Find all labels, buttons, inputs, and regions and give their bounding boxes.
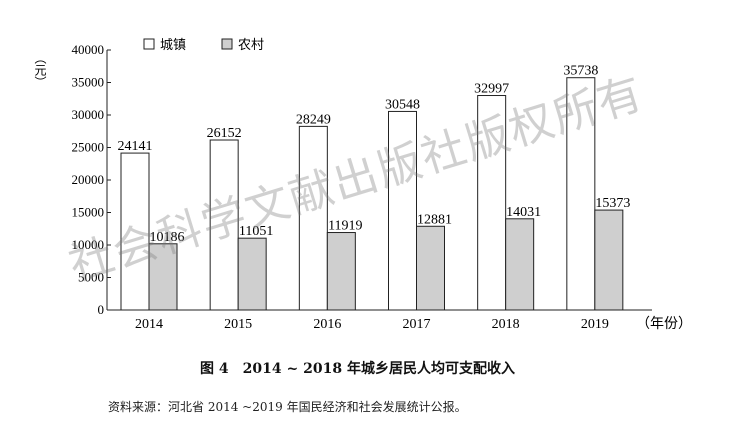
y-tick-label: 35000 [72, 75, 105, 90]
legend: 城镇 农村 [143, 37, 264, 52]
y-tick-label: 15000 [72, 205, 105, 220]
bar-rural [594, 209, 624, 311]
legend-swatch [143, 38, 155, 50]
bar-rural [237, 237, 267, 311]
bar-urban [120, 152, 150, 311]
y-tick-label: 5000 [78, 270, 104, 285]
bar-rural [416, 225, 445, 311]
x-axis-label: （年份） [636, 316, 692, 332]
y-tick-label: 40000 [72, 42, 105, 57]
y-axis: 0 5000 10000 15000 20000 25000 30000 35000 40000 [72, 42, 111, 317]
bars [120, 77, 624, 311]
data-label: 11051 [239, 224, 273, 239]
data-labels: 24141 10186 26152 11051 28249 11919 30548 12881… [118, 64, 631, 245]
bar-urban [566, 77, 596, 311]
legend-label: 城镇 [160, 37, 186, 52]
y-axis-label: （元） [33, 52, 47, 88]
bar-urban [298, 125, 328, 311]
figure-title: 2014 ~ 2018 年城乡居民人均可支配收入 [242, 361, 515, 377]
y-tick-label: 20000 [72, 172, 105, 187]
x-tick-label: 2014 [135, 317, 163, 332]
data-label: 11919 [328, 219, 362, 234]
bar-rural [148, 243, 178, 311]
data-label: 24141 [118, 139, 153, 154]
figure-caption: 图 4 2014 ~ 2018 年城乡居民人均可支配收入 [0, 358, 729, 378]
bar-urban [388, 110, 417, 311]
x-tick-label: 2016 [313, 317, 341, 332]
bar-rural [505, 218, 535, 311]
bar-urban [477, 95, 507, 311]
x-axis: 2014 2015 2016 2017 2018 2019 [107, 309, 652, 332]
source-note: 资料来源：河北省 2014 ~2019 年国民经济和社会发展统计公报。 [108, 400, 467, 414]
data-label: 26152 [207, 126, 242, 141]
data-label: 30548 [385, 97, 420, 112]
y-tick-label: 10000 [72, 237, 105, 252]
figure-number: 图 4 [200, 361, 229, 377]
bar-chart: 0 5000 10000 15000 20000 25000 30000 35000 40000… [33, 37, 692, 332]
data-label: 15373 [595, 196, 630, 211]
data-label: 32997 [474, 82, 509, 97]
data-label: 28249 [296, 112, 331, 127]
y-tick-label: 25000 [72, 140, 105, 155]
x-tick-label: 2015 [224, 317, 252, 332]
data-label: 10186 [150, 230, 185, 245]
bar-rural [326, 232, 356, 311]
legend-swatch [221, 38, 233, 50]
y-tick-label: 0 [98, 302, 105, 317]
x-tick-label: 2019 [581, 317, 609, 332]
x-tick-label: 2018 [492, 317, 520, 332]
data-label: 12881 [417, 212, 452, 227]
y-tick-label: 30000 [72, 107, 105, 122]
data-label: 35738 [563, 64, 598, 79]
data-label: 14031 [506, 205, 541, 220]
legend-label: 农村 [238, 37, 264, 52]
bar-urban [209, 139, 239, 311]
x-tick-label: 2017 [403, 317, 431, 332]
